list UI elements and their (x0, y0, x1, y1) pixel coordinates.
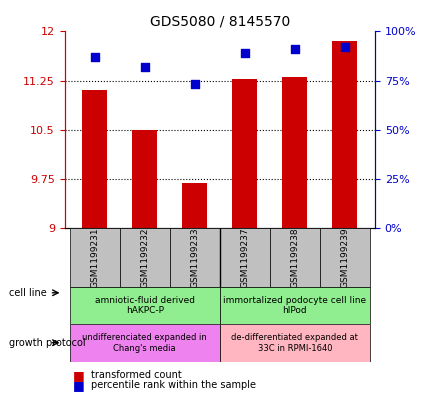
FancyBboxPatch shape (219, 287, 369, 324)
FancyBboxPatch shape (269, 228, 319, 287)
Text: ■: ■ (73, 378, 85, 392)
FancyBboxPatch shape (219, 228, 269, 287)
Text: GSM1199232: GSM1199232 (140, 227, 149, 288)
Text: transformed count: transformed count (90, 370, 181, 380)
Bar (182, 184, 207, 228)
Bar (132, 130, 157, 228)
FancyBboxPatch shape (319, 228, 369, 287)
Point (241, 50, 248, 56)
Text: de-differentiated expanded at
33C in RPMI-1640: de-differentiated expanded at 33C in RPM… (231, 333, 357, 353)
Text: growth protocol: growth protocol (9, 338, 85, 348)
Text: cell line: cell line (9, 288, 46, 298)
Text: GSM1199231: GSM1199231 (90, 227, 99, 288)
FancyBboxPatch shape (70, 228, 120, 287)
Bar (82, 90, 107, 228)
FancyBboxPatch shape (70, 324, 219, 362)
FancyBboxPatch shape (169, 228, 219, 287)
FancyBboxPatch shape (120, 228, 169, 287)
FancyBboxPatch shape (70, 287, 219, 324)
FancyBboxPatch shape (219, 324, 369, 362)
Text: percentile rank within the sample: percentile rank within the sample (90, 380, 255, 390)
Point (91, 54, 98, 60)
Text: ■: ■ (73, 369, 85, 382)
Point (141, 64, 148, 70)
Point (341, 44, 347, 50)
Point (291, 46, 298, 52)
Text: GSM1199239: GSM1199239 (340, 227, 349, 288)
Text: GSM1199238: GSM1199238 (290, 227, 299, 288)
Bar (332, 41, 356, 228)
Text: amniotic-fluid derived
hAKPC-P: amniotic-fluid derived hAKPC-P (95, 296, 194, 315)
Title: GDS5080 / 8145570: GDS5080 / 8145570 (149, 15, 289, 29)
Bar (232, 79, 257, 228)
Text: undifferenciated expanded in
Chang's media: undifferenciated expanded in Chang's med… (82, 333, 207, 353)
Point (191, 81, 198, 88)
Text: GSM1199233: GSM1199233 (190, 227, 199, 288)
Bar (282, 77, 307, 228)
Text: immortalized podocyte cell line
hIPod: immortalized podocyte cell line hIPod (223, 296, 366, 315)
Text: GSM1199237: GSM1199237 (240, 227, 249, 288)
